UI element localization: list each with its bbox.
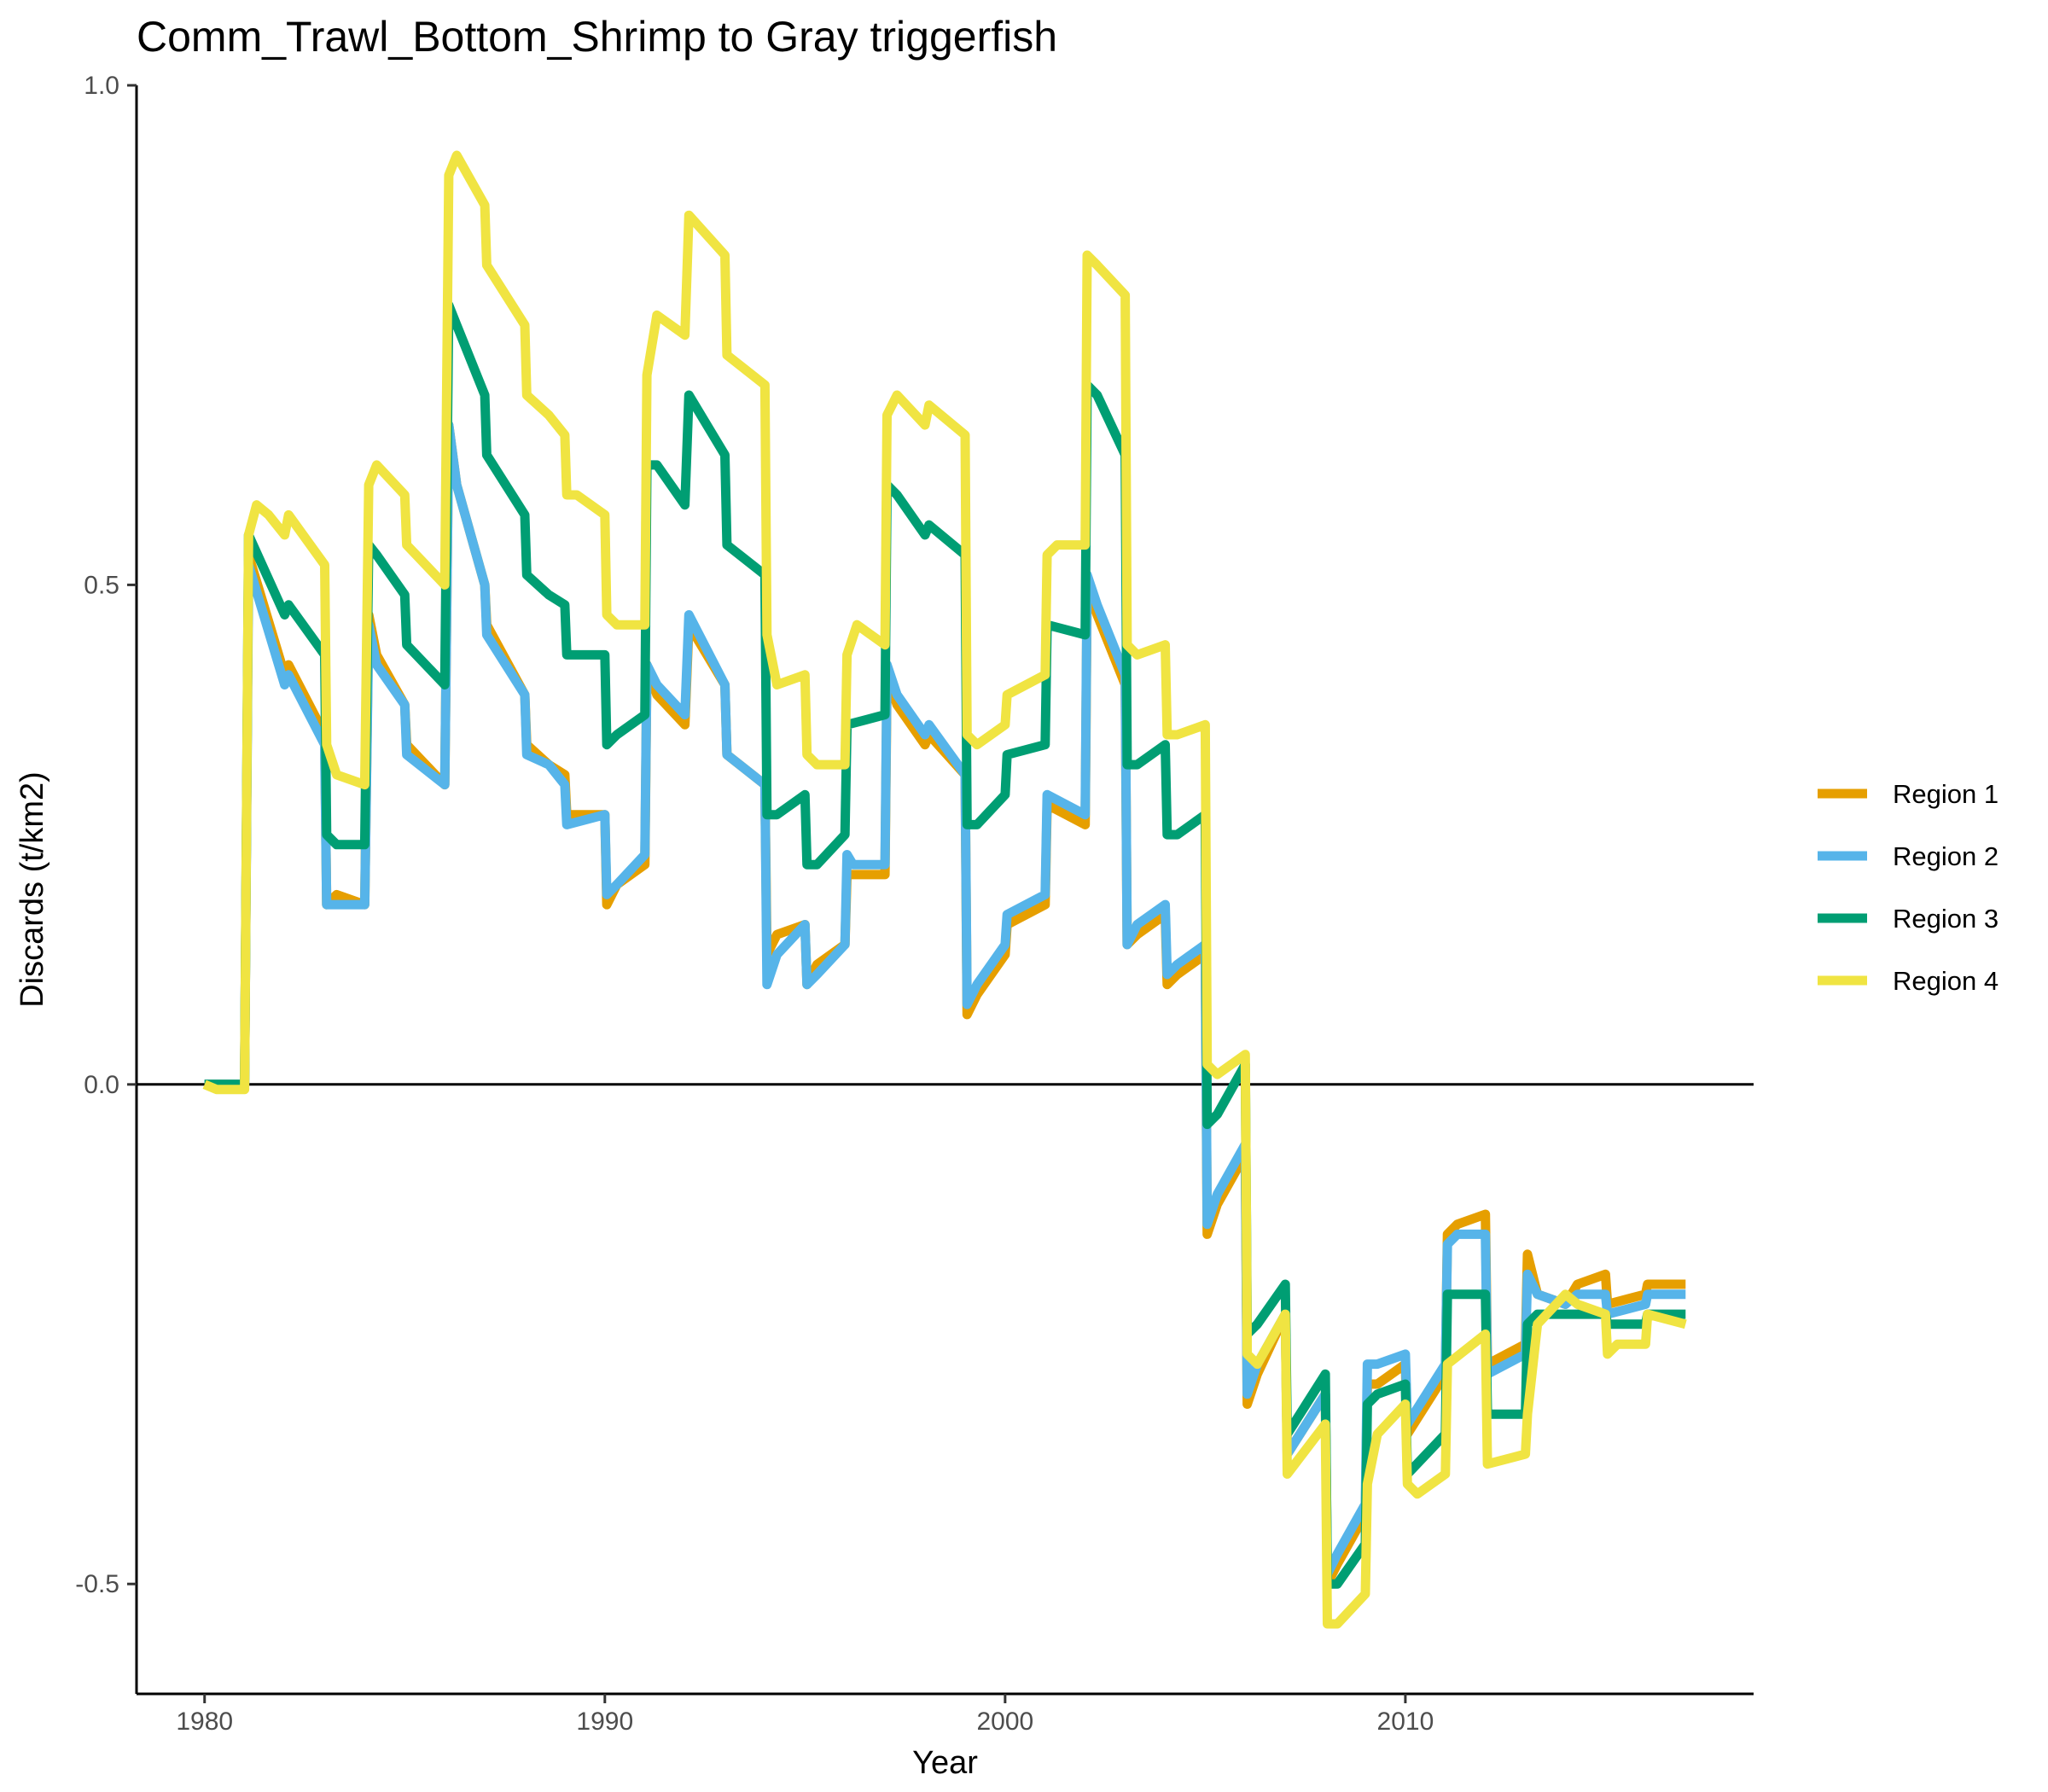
y-tick-label: 0.0	[84, 1071, 119, 1099]
plot-area	[137, 150, 1754, 1629]
y-axis: -0.5 0.0 0.5 1.0	[75, 72, 138, 1694]
series-line-region-2	[204, 420, 1686, 1579]
series-line-region-1	[204, 420, 1686, 1589]
y-tick-label: -0.5	[75, 1570, 119, 1598]
legend-item-region-3: Region 3	[1818, 904, 1999, 934]
legend-label: Region 1	[1893, 779, 1999, 809]
y-tick-label: 0.5	[84, 571, 119, 599]
series-line-region-3	[204, 300, 1686, 1589]
legend-label: Region 4	[1893, 966, 1999, 996]
series-line-region-4	[202, 150, 1687, 1629]
chart-title: Comm_Trawl_Bottom_Shrimp to Gray trigger…	[137, 13, 1057, 61]
legend: Region 1 Region 2 Region 3 Region 4	[1818, 779, 1999, 996]
legend-label: Region 3	[1893, 904, 1999, 934]
y-tick-label: 1.0	[84, 72, 119, 100]
legend-item-region-1: Region 1	[1818, 779, 1999, 809]
legend-item-region-4: Region 4	[1818, 966, 1999, 996]
x-tick-label: 2000	[976, 1708, 1033, 1736]
x-axis: 1980 1990 2000 2010	[137, 1692, 1754, 1736]
x-tick-label: 2010	[1377, 1708, 1434, 1736]
y-axis-title: Discards (t/km2)	[15, 771, 50, 1008]
legend-label: Region 2	[1893, 841, 1999, 871]
x-axis-title: Year	[912, 1745, 978, 1781]
legend-item-region-2: Region 2	[1818, 841, 1999, 871]
x-tick-label: 1980	[176, 1708, 233, 1736]
x-tick-label: 1990	[576, 1708, 633, 1736]
